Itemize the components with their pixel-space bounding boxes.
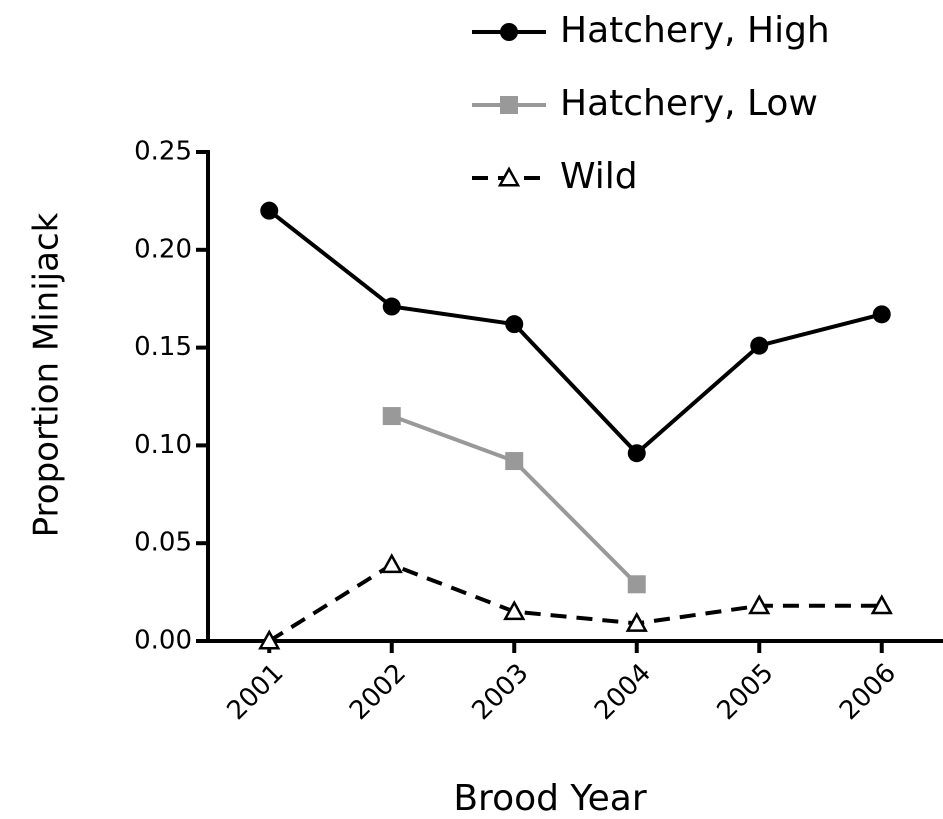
data-point	[627, 444, 646, 463]
x-tick-label: 2005	[711, 658, 779, 726]
data-point	[503, 600, 526, 621]
y-tick-label: 0.15	[134, 332, 192, 362]
series-line	[268, 209, 883, 456]
data-point	[627, 575, 646, 594]
x-tick-label: 2006	[834, 658, 902, 726]
x-tick-label: 2001	[221, 658, 289, 726]
data-point	[258, 629, 281, 650]
y-tick-label: 0.00	[134, 626, 192, 656]
data-point	[380, 553, 403, 574]
series-line	[391, 414, 639, 586]
y-tick-label: 0.05	[134, 528, 192, 558]
series-line	[268, 562, 882, 643]
data-point	[872, 305, 891, 324]
data-point	[505, 315, 524, 334]
legend-marker	[500, 23, 518, 41]
data-point	[505, 452, 524, 471]
x-tick-label: 2003	[466, 658, 534, 726]
x-tick-label: 2002	[344, 658, 412, 726]
x-tick-label: 2004	[589, 658, 657, 726]
data-point	[382, 297, 401, 316]
data-point	[748, 594, 771, 615]
legend-label: Hatchery, High	[560, 10, 830, 51]
data-point	[260, 201, 279, 220]
data-point	[625, 611, 648, 632]
y-tick-label: 0.10	[134, 430, 192, 460]
legend-marker	[497, 166, 521, 187]
y-tick-label: 0.20	[134, 234, 192, 264]
legend-label: Wild	[560, 156, 638, 197]
legend-label: Hatchery, Low	[560, 83, 818, 124]
data-point	[382, 407, 401, 426]
y-axis-title: Proportion Minijack	[27, 212, 67, 537]
y-tick-label: 0.25	[134, 137, 192, 167]
legend-marker	[500, 96, 518, 114]
data-point	[750, 336, 769, 355]
data-point	[870, 594, 893, 615]
x-axis-title: Brood Year	[453, 778, 646, 819]
